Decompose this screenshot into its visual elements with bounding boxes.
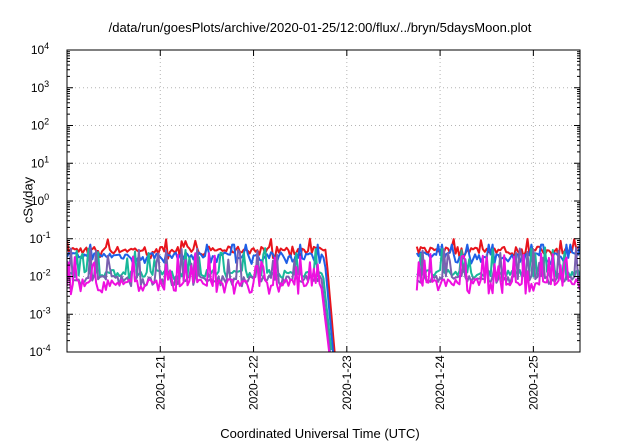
y-tick-label: 104: [31, 41, 49, 57]
x-axis-label: Coordinated Universal Time (UTC): [220, 426, 420, 441]
chart-title: /data/run/goesPlots/archive/2020-01-25/1…: [108, 20, 532, 35]
series-line-5: [67, 252, 331, 352]
axes: 10-4 10-3 10-2 10-1 100 101 102 103 104 2020-1-21…: [29, 41, 580, 410]
x-tick-label: 2020-1-22: [247, 355, 261, 410]
y-tick-label: 10-4: [29, 343, 50, 359]
x-tick-label: 2020-1-25: [526, 355, 540, 410]
y-tick-label: 10-2: [29, 268, 50, 284]
x-tick-label: 2020-1-24: [433, 355, 447, 410]
x-tick-label: 2020-1-21: [153, 355, 167, 410]
y-tick-label: 10-1: [29, 230, 50, 246]
y-axis-label: cSv/day: [20, 176, 36, 224]
series-layer: [67, 237, 580, 352]
y-tick-label: 103: [31, 79, 49, 95]
x-tick-label: 2020-1-23: [340, 355, 354, 410]
series-line-5: [415, 252, 580, 295]
series-line-4: [67, 247, 331, 352]
y-tick-label: 10-3: [29, 305, 50, 321]
series-line-4: [416, 246, 580, 285]
series-line-2: [67, 243, 335, 352]
y-tick-label: 102: [31, 117, 49, 133]
y-tick-label: 101: [31, 154, 49, 170]
y-tick-label: 100: [31, 192, 49, 208]
